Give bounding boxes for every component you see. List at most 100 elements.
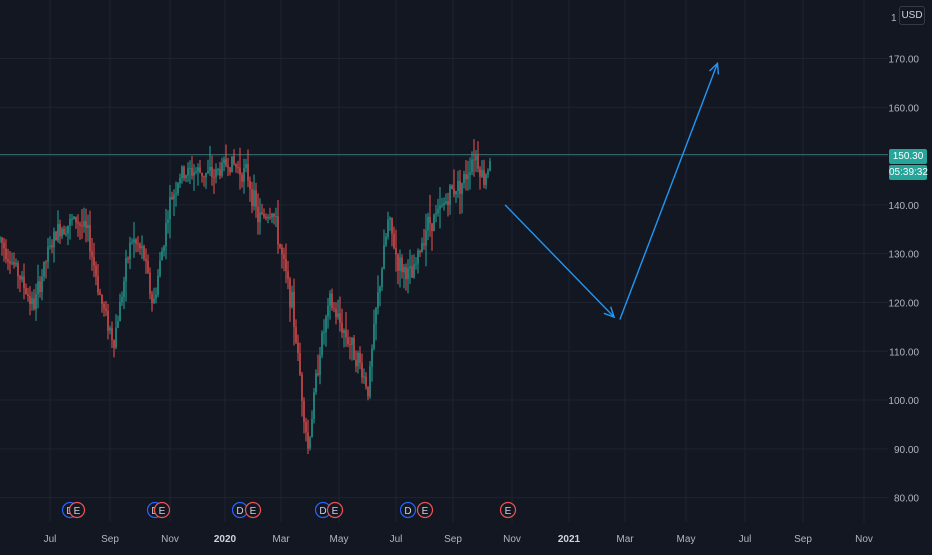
bar-countdown-label: 05:39:32 [889,165,928,180]
candle-body [245,164,247,169]
trend-arrow-head [708,61,720,75]
candle-body [367,386,369,397]
candle-body [233,156,235,165]
candle-body [117,321,119,328]
candle-body [467,174,469,180]
candle-body [297,342,299,354]
candle-body [463,174,465,184]
candle-body [303,400,305,423]
candle-body [333,308,335,310]
candle-body [375,308,377,324]
last-price-label: 150.30 [889,149,927,164]
candle-body [295,327,297,343]
event-letter: E [74,506,81,517]
candle-body [159,260,161,276]
candle-body [359,352,361,364]
candle-body [285,258,287,272]
candle-body [17,263,19,277]
candle-body [371,348,373,367]
drawings-layer [504,61,720,320]
candle-body [399,257,401,271]
candle-body [109,327,111,331]
event-letter: E [422,506,429,517]
trend-arrow-line [504,204,615,318]
candle-body [137,243,139,245]
candle-body [0,237,1,240]
candle-body [155,294,157,299]
candle-body [307,432,309,449]
candle-body [105,308,107,311]
candle-body [135,239,137,244]
candle-body [335,308,337,318]
candle-body [321,332,323,356]
candle-body [427,216,429,231]
candle-body [29,296,31,305]
event-letter: D [236,506,243,517]
candle-body [35,294,37,310]
earnings-marker[interactable]: E [244,501,262,519]
candle-body [255,190,257,207]
time-axis-tick: 2020 [214,534,237,545]
candle-body [19,276,21,280]
candle-body [119,302,121,322]
candle-body [449,185,451,205]
candle-body [151,294,153,303]
candle-body [215,169,217,178]
candle-body [169,196,171,220]
earnings-marker[interactable]: E [68,501,86,519]
candle-body [189,167,191,169]
candle-body [373,323,375,349]
currency-button[interactable]: USD [899,6,925,25]
candle-body [383,244,385,270]
event-letter: D [404,506,411,517]
candle-body [327,305,329,317]
candle-body [313,392,315,419]
candle-body [279,244,281,248]
candle-body [201,172,203,177]
candle-body [349,344,351,346]
candle-body [3,242,5,249]
earnings-marker[interactable]: E [499,501,517,519]
candle-body [299,353,301,375]
candle-body [131,242,133,244]
candle-body [451,185,453,189]
candle-body [353,337,355,360]
candle-body [291,291,293,308]
candle-body [425,230,427,246]
candle-body [397,254,399,271]
candle-body [417,250,419,264]
candle-body [309,437,311,449]
candle-body [53,231,55,248]
candle-body [479,168,481,177]
price-axis-tick-partial: 1 [891,13,897,24]
candle-body [77,222,79,224]
candle-body [325,316,327,332]
time-axis-tick: Mar [616,534,634,545]
candle-body [75,216,77,223]
candle-body [15,263,17,265]
earnings-marker[interactable]: E [153,501,171,519]
price-axis-tick: 140.00 [888,201,919,212]
candle-body [387,219,389,237]
candle-body [207,170,209,173]
candle-body [277,216,279,245]
candle-body [51,245,53,248]
candle-body [419,250,421,253]
candle-body [241,174,243,182]
earnings-marker[interactable]: E [416,501,434,519]
candle-body [457,180,459,192]
candle-body [227,165,229,168]
candle-body [25,288,27,294]
candle-body [319,355,321,375]
candle-body [229,167,231,173]
price-axis-tick: 170.00 [888,55,919,66]
candle-body [343,330,345,333]
candle-body [199,167,201,173]
candle-body [73,216,75,219]
candle-body [393,233,395,249]
earnings-marker[interactable]: E [326,501,344,519]
candle-body [385,236,387,245]
dividend-marker[interactable]: D [399,501,417,519]
